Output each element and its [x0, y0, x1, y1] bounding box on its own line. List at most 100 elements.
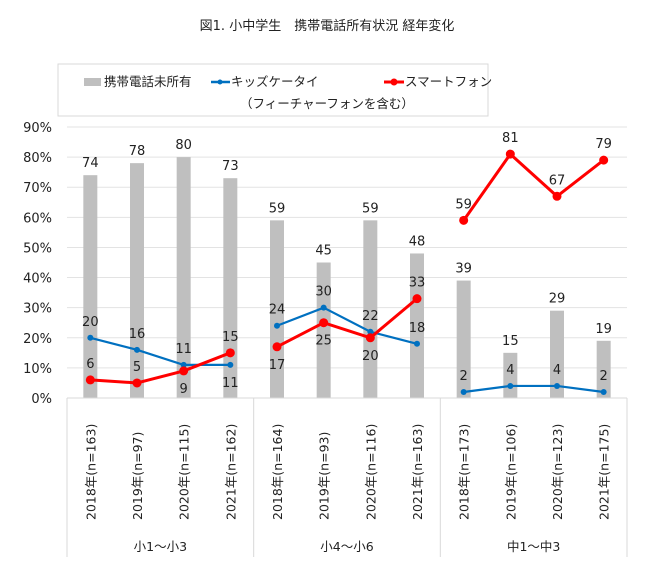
bar	[550, 310, 564, 398]
line-point	[367, 328, 374, 335]
chart-title: 図1. 小中学生 携帯電話所有状況 経年変化	[200, 18, 455, 34]
line-point	[459, 215, 469, 225]
y-tick-label: 70%	[23, 181, 52, 196]
bar	[363, 220, 378, 398]
x-category-label: 2021年(n=175)	[597, 424, 612, 520]
x-category-label: 2020年(n=123)	[550, 424, 565, 520]
line-point	[180, 361, 187, 368]
x-category-label: 2018年(n=164)	[270, 424, 285, 520]
series-line	[276, 306, 418, 345]
x-category-label: 2019年(n=97)	[130, 432, 145, 520]
bar-data-label: 59	[269, 201, 286, 216]
y-tick-label: 60%	[23, 211, 52, 226]
bar	[270, 220, 284, 398]
legend-marker-kids	[217, 79, 223, 85]
line-point	[600, 388, 607, 395]
line-point	[460, 388, 467, 395]
line-point	[505, 149, 515, 159]
legend-box	[57, 63, 489, 117]
line-data-label: 5	[133, 360, 141, 375]
line-data-label: 25	[315, 334, 332, 349]
line-data-label: 9	[180, 382, 188, 397]
bar	[596, 340, 611, 398]
bar	[223, 178, 238, 398]
line-point	[225, 348, 235, 358]
bar-data-label: 19	[595, 322, 612, 337]
line-point	[134, 346, 140, 353]
y-tick-label: 90%	[23, 121, 52, 136]
line-point	[227, 361, 234, 368]
line-data-label: 30	[315, 285, 332, 300]
line-data-label: 15	[222, 330, 239, 345]
x-category-label: 2019年(n=93)	[317, 432, 332, 520]
line-data-label: 17	[269, 358, 286, 373]
line-data-label: 79	[595, 137, 612, 152]
line-point	[85, 375, 95, 385]
line-data-label: 59	[455, 197, 472, 212]
bar-data-label: 80	[175, 138, 192, 153]
line-data-label: 16	[129, 327, 146, 342]
line-data-label: 20	[82, 315, 99, 330]
x-group-label: 中1～中3	[507, 539, 560, 554]
bar-data-label: 74	[82, 156, 99, 171]
line-point	[552, 191, 562, 201]
series-line	[90, 336, 231, 366]
y-tick-label: 30%	[23, 302, 52, 317]
x-group-label: 小4～小6	[320, 539, 373, 554]
y-tick-label: 40%	[23, 272, 52, 287]
y-tick-label: 10%	[23, 362, 52, 377]
line-point	[272, 342, 282, 352]
x-category-label: 2021年(n=162)	[223, 424, 238, 520]
bar-data-label: 39	[455, 262, 472, 277]
legend: 携帯電話未所有 キッズケータイ （フィーチャーフォンを含む） スマートフォン	[57, 63, 492, 117]
line-data-label: 24	[269, 303, 286, 318]
y-tick-label: 20%	[23, 332, 52, 347]
line-data-label: 4	[506, 363, 514, 378]
legend-label-bar: 携帯電話未所有	[104, 74, 192, 89]
line-point	[412, 294, 422, 304]
line-point	[179, 366, 189, 376]
line-data-label: 11	[175, 342, 192, 357]
series-line	[463, 384, 604, 394]
legend-label-kids: キッズケータイ	[231, 74, 319, 89]
line-point	[274, 322, 280, 329]
line-point	[554, 382, 560, 389]
x-category-label: 2021年(n=163)	[410, 424, 425, 520]
legend-swatch-bar	[84, 78, 101, 86]
x-group-label: 小1～小3	[134, 539, 187, 554]
bar-data-label: 48	[409, 234, 426, 249]
line-point	[320, 304, 327, 311]
x-category-label: 2019年(n=106)	[503, 424, 518, 520]
bar	[130, 163, 144, 398]
line-data-label: 67	[549, 173, 566, 188]
line-point	[319, 318, 329, 328]
bar-data-label: 59	[362, 201, 379, 216]
series-line	[90, 351, 231, 385]
line-point	[599, 155, 609, 165]
line-point	[365, 333, 375, 343]
line-data-label: 81	[502, 131, 519, 146]
y-tick-label: 80%	[23, 151, 52, 166]
line-data-label: 2	[600, 369, 608, 384]
line-point	[507, 382, 514, 389]
legend-label-smartphone: スマートフォン	[405, 74, 492, 89]
series-line	[462, 151, 605, 222]
bar-data-label: 73	[222, 159, 239, 174]
y-tick-label: 50%	[23, 241, 52, 256]
x-category-label: 2018年(n=163)	[83, 424, 98, 520]
line-data-label: 20	[362, 349, 379, 364]
bar	[83, 175, 98, 398]
y-tick-label: 0%	[31, 392, 52, 407]
bar	[176, 157, 191, 398]
line-point	[132, 378, 142, 388]
legend-label-kids-line2: （フィーチャーフォンを含む）	[240, 96, 414, 111]
bar	[316, 262, 331, 398]
line-data-label: 33	[409, 276, 426, 291]
bar	[410, 253, 424, 398]
x-category-label: 2018年(n=173)	[457, 424, 472, 520]
line-point	[87, 334, 94, 341]
line-data-label: 4	[553, 363, 561, 378]
x-category-label: 2020年(n=115)	[177, 424, 192, 520]
